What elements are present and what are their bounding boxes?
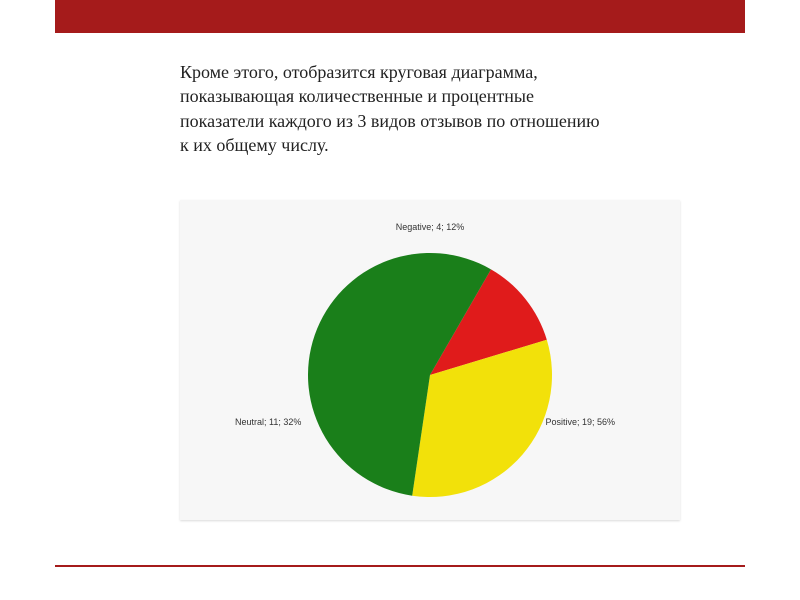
header-bar (55, 0, 745, 33)
pie-chart-svg: Negative; 4; 12% Neutral; 11; 32% Positive… (180, 200, 680, 520)
pie-label-positive: Positive; 19; 56% (545, 417, 615, 427)
pie-chart-panel: Negative; 4; 12% Neutral; 11; 32% Positive… (180, 200, 680, 520)
description-text: Кроме этого, отобразится круговая диагра… (180, 60, 600, 157)
pie-label-negative: Negative; 4; 12% (396, 222, 465, 232)
footer-rule (55, 565, 745, 567)
pie-label-neutral: Neutral; 11; 32% (235, 417, 301, 427)
